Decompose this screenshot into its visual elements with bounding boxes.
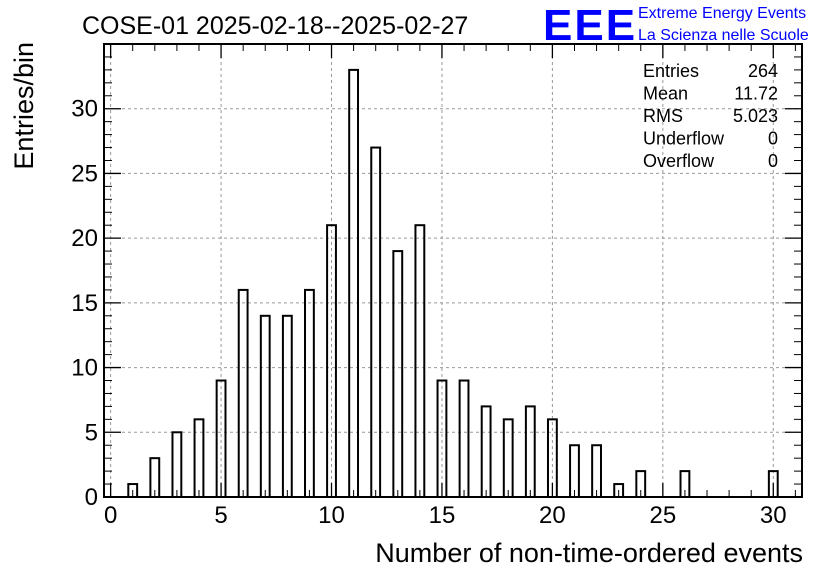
grid-lines bbox=[104, 44, 802, 497]
x-axis-label: Number of non-time-ordered events bbox=[375, 538, 803, 568]
histogram-bar bbox=[436, 379, 448, 498]
stat-value: 264 bbox=[748, 61, 778, 81]
histogram-bar bbox=[171, 431, 183, 498]
histogram-bar bbox=[237, 288, 249, 498]
x-tick-labels: 0 5 10 15 20 25 30 bbox=[104, 502, 787, 529]
stat-value: 0 bbox=[768, 151, 778, 171]
histogram-bar bbox=[370, 146, 382, 499]
chart-title: COSE-01 2025-02-18--2025-02-27 bbox=[82, 12, 468, 40]
histogram-bar bbox=[458, 379, 470, 498]
x-tick-label: 0 bbox=[104, 502, 117, 529]
x-tick-label: 20 bbox=[539, 502, 566, 529]
y-tick-label: 0 bbox=[85, 484, 98, 511]
x-tick-label: 30 bbox=[760, 502, 787, 529]
eee-logo: EEE Extreme Energy Events La Scienza nel… bbox=[543, 1, 809, 50]
y-tick-labels: 0 5 10 15 20 25 30 bbox=[71, 96, 98, 511]
histogram-bar bbox=[193, 418, 205, 499]
x-tick-label: 25 bbox=[649, 502, 676, 529]
y-tick-label: 10 bbox=[71, 355, 98, 382]
stats-box: Entries 264 Mean 11.72 RMS 5.023 Underflow 0 Ove… bbox=[643, 61, 778, 171]
x-tick-label: 5 bbox=[214, 502, 227, 529]
y-tick-label: 15 bbox=[71, 290, 98, 317]
stat-label: Overflow bbox=[643, 151, 715, 171]
logo-line-2: La Scienza nelle Scuole bbox=[638, 27, 809, 44]
stat-value: 0 bbox=[768, 129, 778, 149]
histogram-bar bbox=[392, 250, 404, 498]
histogram-bar bbox=[215, 379, 227, 498]
stat-value: 5.023 bbox=[733, 106, 778, 126]
y-tick-label: 25 bbox=[71, 160, 98, 187]
stat-value: 11.72 bbox=[734, 84, 778, 104]
histogram-bar bbox=[480, 405, 492, 498]
stat-label: Underflow bbox=[643, 129, 725, 149]
stat-label: Entries bbox=[643, 61, 699, 81]
stat-label: Mean bbox=[643, 84, 688, 104]
y-axis-label: Entries/bin bbox=[9, 42, 39, 170]
y-tick-label: 30 bbox=[71, 96, 98, 123]
histogram-bar bbox=[348, 68, 360, 498]
histogram-bar bbox=[281, 314, 293, 498]
x-tick-label: 10 bbox=[318, 502, 345, 529]
y-tick-label: 5 bbox=[85, 419, 98, 446]
histogram-bar bbox=[569, 444, 580, 499]
histogram-bar bbox=[414, 224, 426, 498]
stat-label: RMS bbox=[643, 106, 683, 126]
axis-ticks bbox=[104, 44, 802, 498]
histogram-bar bbox=[304, 288, 315, 498]
histogram-bars bbox=[127, 68, 779, 499]
histogram-bar bbox=[591, 444, 602, 499]
histogram-bar bbox=[259, 314, 271, 498]
y-tick-label: 20 bbox=[71, 225, 98, 252]
logo-line-1: Extreme Energy Events bbox=[638, 5, 806, 22]
plot-frame bbox=[103, 43, 803, 498]
logo-mark: EEE bbox=[543, 1, 637, 50]
x-tick-label: 15 bbox=[429, 502, 456, 529]
histogram-bar bbox=[326, 224, 337, 498]
histogram-bar bbox=[502, 418, 514, 499]
plot-border bbox=[103, 43, 803, 498]
histogram-bar bbox=[524, 405, 536, 498]
